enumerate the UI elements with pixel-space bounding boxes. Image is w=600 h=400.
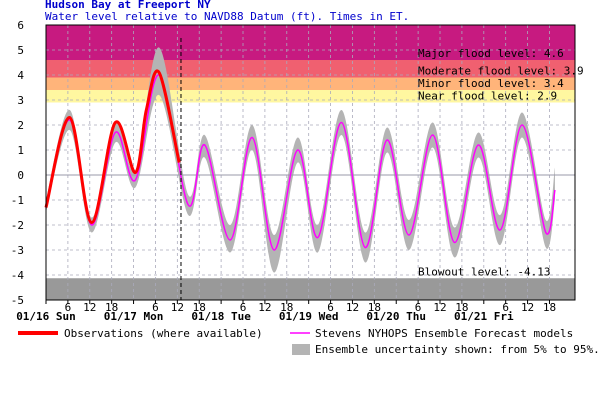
flood-band <box>46 60 575 78</box>
x-tick-label: 18 <box>455 301 468 314</box>
y-tick-label: -4 <box>11 269 25 282</box>
flood-band <box>46 77 575 90</box>
x-tick-label: 18 <box>280 301 293 314</box>
x-tick-label: 6 <box>65 301 72 314</box>
y-tick-label: -5 <box>11 294 24 307</box>
x-tick-label: 12 <box>258 301 271 314</box>
blowout-band <box>46 278 575 300</box>
level-label: Near flood level: 2.9 <box>418 90 557 103</box>
legend-label: Stevens NYHOPS Ensemble Forecast models <box>315 327 573 340</box>
x-tick-label: 01/18 Tue <box>191 310 251 323</box>
x-tick-label: 12 <box>83 301 96 314</box>
flood-band <box>46 90 575 103</box>
legend-label: Observations (where available) <box>64 327 263 340</box>
chart-subtitle: Water level relative to NAVD88 Datum (ft… <box>45 10 409 23</box>
level-label: Minor flood level: 3.4 <box>418 77 564 90</box>
x-tick-label: 18 <box>543 301 556 314</box>
x-tick-label: 6 <box>327 301 334 314</box>
x-tick-label: 01/19 Wed <box>279 310 339 323</box>
y-tick-label: 5 <box>17 44 24 57</box>
x-tick-label: 01/17 Mon <box>104 310 164 323</box>
y-tick-label: 3 <box>17 94 24 107</box>
x-tick-label: 12 <box>521 301 534 314</box>
uncertainty-band <box>46 47 555 273</box>
x-tick-label: 12 <box>346 301 359 314</box>
x-tick-label: 6 <box>240 301 247 314</box>
x-tick-label: 6 <box>415 301 422 314</box>
level-label: Moderate flood level: 3.9 <box>418 65 584 78</box>
series-line <box>45 74 556 251</box>
level-label: Blowout level: -4.13 <box>418 265 550 278</box>
chart-title: Hudson Bay at Freeport NY <box>45 0 211 11</box>
x-tick-label: 01/20 Thu <box>366 310 426 323</box>
y-tick-label: -1 <box>11 194 24 207</box>
x-tick-label: 01/21 Fri <box>454 310 514 323</box>
legend-label: Ensemble uncertainty shown: from 5% to 9… <box>315 343 600 356</box>
y-tick-label: 2 <box>17 119 24 132</box>
plot-frame <box>45 24 576 301</box>
x-tick-label: 01/16 Sun <box>16 310 76 323</box>
y-tick-label: 0 <box>17 169 24 182</box>
x-tick-label: 18 <box>193 301 206 314</box>
y-tick-label: 6 <box>17 19 24 32</box>
level-label: Major flood level: 4.6 <box>418 47 564 60</box>
flood-band <box>46 25 575 60</box>
y-tick-label: 1 <box>17 144 24 157</box>
y-tick-label: -3 <box>11 244 24 257</box>
y-tick-label: 4 <box>17 69 24 82</box>
x-tick-label: 18 <box>368 301 381 314</box>
x-tick-label: 18 <box>105 301 118 314</box>
legend-swatch <box>292 344 310 355</box>
y-tick-label: -2 <box>11 219 24 232</box>
series-line <box>44 69 181 225</box>
x-tick-label: 6 <box>152 301 159 314</box>
x-tick-label: 12 <box>171 301 184 314</box>
x-tick-label: 12 <box>433 301 446 314</box>
x-tick-label: 6 <box>502 301 509 314</box>
